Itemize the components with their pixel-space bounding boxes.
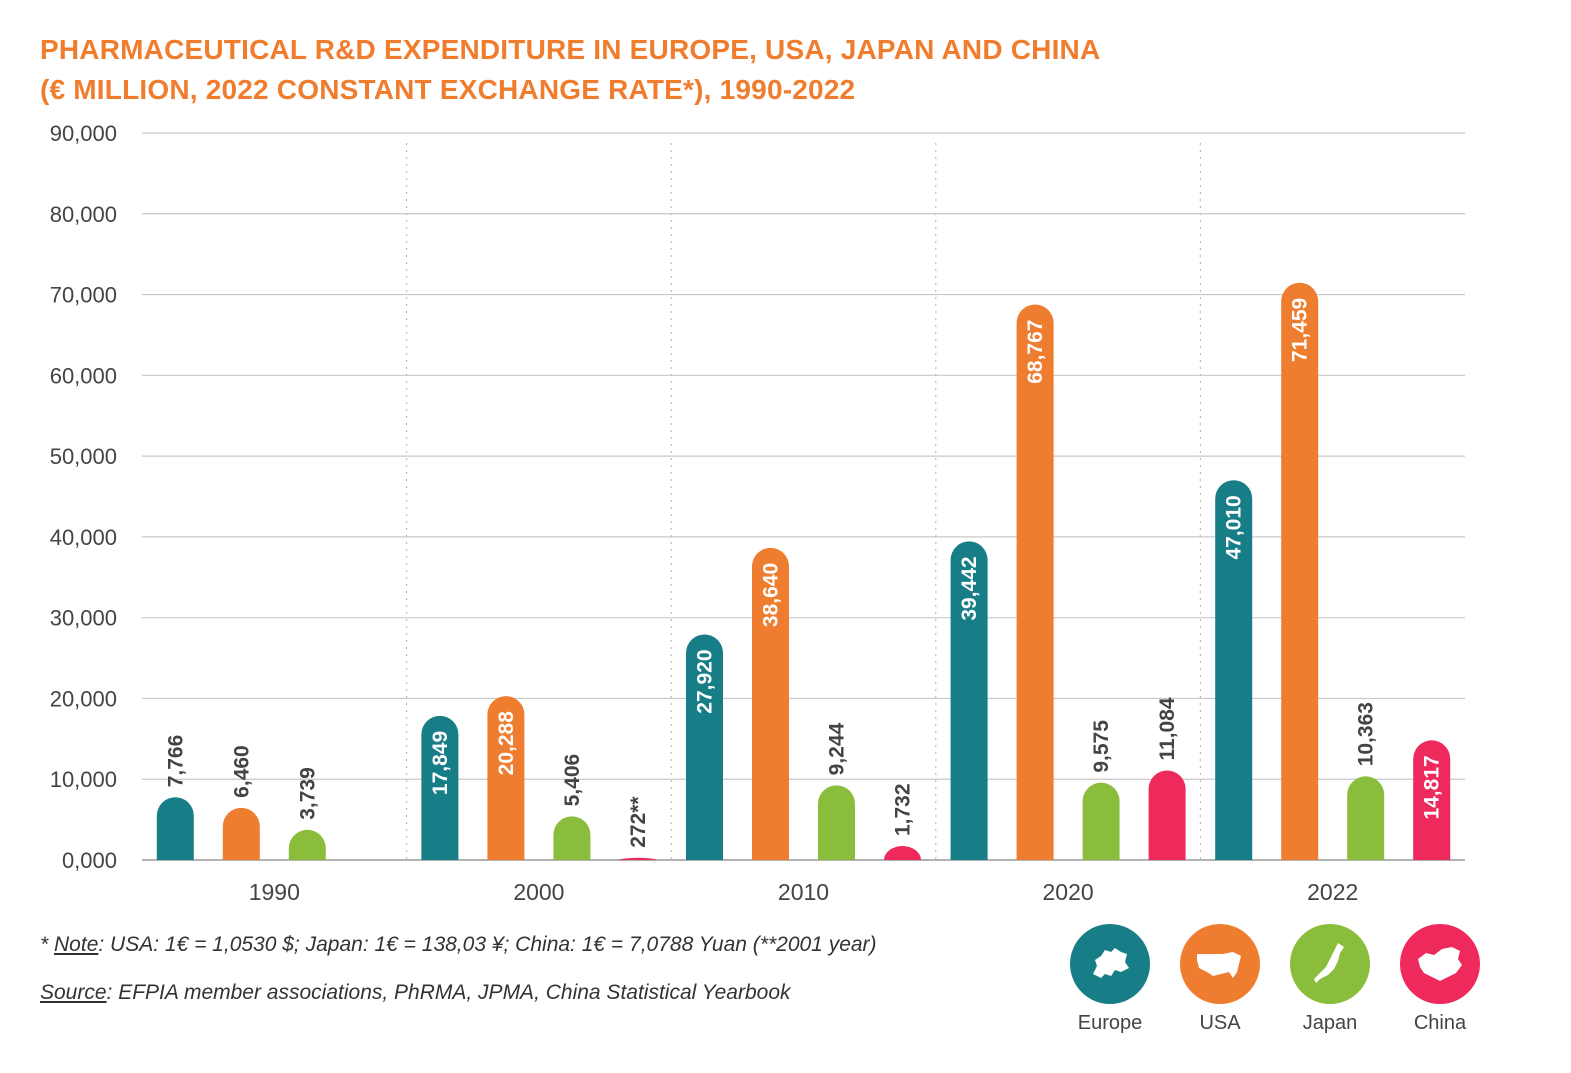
grid-lines bbox=[142, 132, 1465, 861]
bar-japan-2020 bbox=[1082, 782, 1120, 860]
note-prefix: * bbox=[40, 933, 55, 956]
bar-value-label: 17,849 bbox=[429, 731, 452, 795]
y-tick-label: 20,000 bbox=[50, 686, 117, 711]
note-text: : USA: 1€ = 1,0530 $; Japan: 1€ = 138,03… bbox=[98, 933, 877, 956]
europe-map-icon bbox=[1070, 924, 1150, 1004]
bar-value-label: 20,288 bbox=[495, 711, 518, 776]
y-tick-label: 30,000 bbox=[50, 606, 117, 631]
bar-value-label: 71,459 bbox=[1289, 298, 1312, 362]
y-tick-label: 50,000 bbox=[50, 444, 117, 469]
x-axis-tick-labels: 1990 2000 2010 2020 2022 bbox=[249, 879, 1359, 905]
y-tick-label: 10,000 bbox=[50, 767, 117, 792]
x-tick-label: 1990 bbox=[249, 879, 300, 905]
chart-title: PHARMACEUTICAL R&D EXPENDITURE IN EUROPE… bbox=[40, 30, 1100, 110]
bar-value-label: 39,442 bbox=[958, 556, 981, 620]
source-note: Source: EFPIA member associations, PhRMA… bbox=[40, 976, 877, 1024]
x-tick-label: 2010 bbox=[778, 879, 829, 905]
bar-usa-2020 bbox=[1016, 304, 1054, 860]
note-label: Note bbox=[54, 933, 99, 956]
bar-europe-2020 bbox=[950, 541, 988, 860]
bar-value-label: 68,767 bbox=[1024, 320, 1047, 384]
bar-value-label: 47,010 bbox=[1223, 495, 1246, 559]
y-tick-label: 40,000 bbox=[50, 525, 117, 550]
source-text: : EFPIA member associations, PhRMA, JPMA… bbox=[106, 981, 791, 1004]
bar-value-label: 27,920 bbox=[694, 649, 717, 713]
y-axis-tick-labels: 0,000 10,000 20,000 30,000 40,000 50,000 60,00… bbox=[50, 121, 117, 873]
legend-label-europe: Europe bbox=[1077, 1012, 1143, 1034]
usa-map-icon bbox=[1180, 924, 1260, 1004]
bar-chart: 0,000 10,000 20,000 30,000 40,000 50,000 60,00… bbox=[50, 121, 1465, 905]
exchange-rate-note: * Note: USA: 1€ = 1,0530 $; Japan: 1€ = … bbox=[40, 928, 877, 976]
chart-title-line-2: (€ MILLION, 2022 CONSTANT EXCHANGE RATE*… bbox=[40, 74, 856, 105]
bar-china-2000 bbox=[619, 857, 657, 860]
china-map-icon bbox=[1400, 924, 1480, 1004]
x-tick-label: 2022 bbox=[1307, 879, 1358, 905]
bar-usa-2022 bbox=[1281, 282, 1319, 860]
x-tick-label: 2000 bbox=[513, 879, 564, 905]
bar-china-2022 bbox=[1413, 740, 1451, 860]
x-tick-label: 2020 bbox=[1043, 879, 1094, 905]
legend: Europe USA Japan China bbox=[1055, 924, 1495, 1035]
legend-label-usa: USA bbox=[1199, 1012, 1241, 1034]
y-tick-label: 80,000 bbox=[50, 202, 117, 227]
bar-japan-2022 bbox=[1347, 776, 1385, 860]
y-tick-label: 70,000 bbox=[50, 283, 117, 308]
bar-europe-1990 bbox=[156, 797, 194, 860]
bar-japan-1990 bbox=[288, 829, 326, 860]
bar-china-2010 bbox=[884, 846, 921, 860]
bar-value-label: 1,732 bbox=[892, 783, 915, 836]
y-tick-label: 60,000 bbox=[50, 363, 117, 388]
bar-value-label: 11,084 bbox=[1156, 697, 1179, 760]
source-label: Source bbox=[40, 981, 107, 1004]
legend-item-china: China bbox=[1385, 924, 1495, 1035]
y-tick-label: 0,000 bbox=[62, 848, 117, 873]
japan-map-icon bbox=[1290, 924, 1370, 1004]
bar-japan-2010 bbox=[818, 785, 855, 860]
bar-europe-2022 bbox=[1215, 480, 1253, 860]
footnotes: * Note: USA: 1€ = 1,0530 $; Japan: 1€ = … bbox=[40, 928, 877, 1024]
bar-usa-2000 bbox=[487, 696, 525, 860]
bar-usa-2010 bbox=[752, 547, 789, 860]
bar-value-label: 14,817 bbox=[1421, 755, 1444, 819]
bar-usa-1990 bbox=[222, 807, 260, 860]
bar-value-label: 7,766 bbox=[164, 735, 187, 788]
legend-item-europe: Europe bbox=[1055, 924, 1165, 1035]
bar-value-label: 3,739 bbox=[296, 767, 319, 820]
bar-value-label: 10,363 bbox=[1355, 702, 1378, 766]
legend-item-japan: Japan bbox=[1275, 924, 1385, 1035]
legend-label-china: China bbox=[1413, 1012, 1467, 1034]
bar-value-label: 272** bbox=[627, 796, 650, 848]
bar-value-label: 5,406 bbox=[561, 754, 584, 807]
chart-title-line-1: PHARMACEUTICAL R&D EXPENDITURE IN EUROPE… bbox=[40, 34, 1101, 65]
bar-europe-2000 bbox=[421, 715, 459, 860]
legend-item-usa: USA bbox=[1165, 924, 1275, 1035]
y-tick-label: 90,000 bbox=[50, 121, 117, 146]
bar-value-label: 38,640 bbox=[760, 563, 783, 627]
bar-value-label: 9,244 bbox=[826, 722, 849, 775]
legend-label-japan: Japan bbox=[1302, 1012, 1358, 1034]
bar-europe-2010 bbox=[686, 634, 723, 860]
bar-china-2020 bbox=[1148, 770, 1186, 860]
bar-value-labels: 7,766 6,460 3,739 17,849 20,288 5,406 272** 27,… bbox=[164, 298, 1443, 848]
bar-value-label: 9,575 bbox=[1090, 720, 1113, 773]
bars bbox=[156, 282, 1451, 860]
bar-value-label: 6,460 bbox=[230, 745, 253, 798]
bar-japan-2000 bbox=[553, 816, 591, 860]
